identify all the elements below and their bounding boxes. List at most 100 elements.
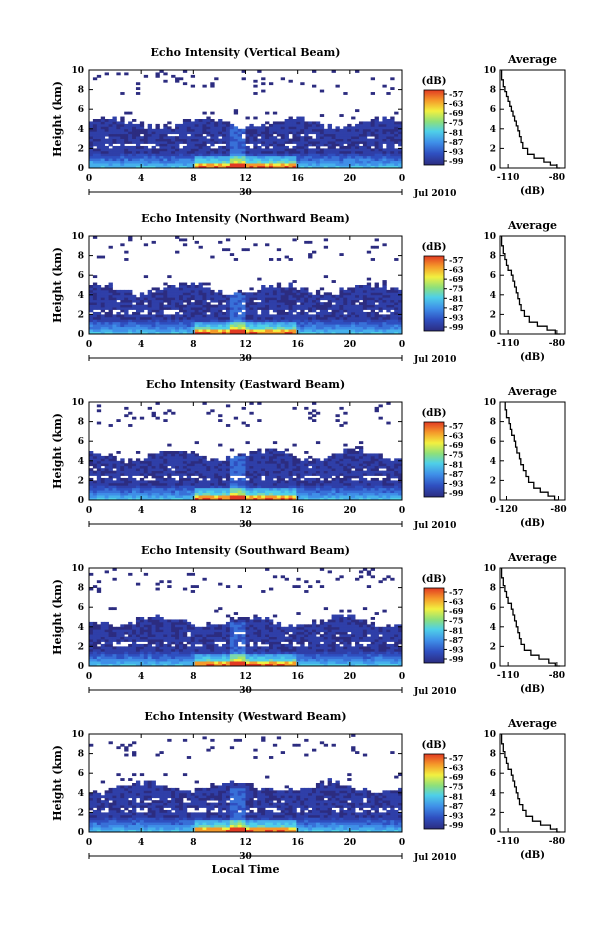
colorbar-tick-label: -57 <box>449 587 463 597</box>
x-tick-label: 16 <box>291 174 304 184</box>
average-y-tick-label: 6 <box>490 105 496 115</box>
heatmap-field <box>89 734 403 833</box>
x-tick-label: 4 <box>138 506 144 516</box>
y-tick-label: 6 <box>78 271 84 281</box>
panel-0: Echo Intensity (Vertical Beam) 0 2 4 6 8 10 Hei… <box>51 46 566 199</box>
average-y-tick-label: 4 <box>490 623 496 633</box>
y-tick-label: 10 <box>71 232 84 242</box>
colorbar-tick-label: -99 <box>449 654 464 664</box>
colorbar-tick-label: -57 <box>449 89 463 99</box>
y-tick-label: 2 <box>78 642 84 652</box>
average-y-tick-label: 10 <box>483 398 496 408</box>
x-tick-label: 0 <box>86 506 92 516</box>
average-frame <box>499 69 566 169</box>
x-tick-label: 8 <box>190 838 196 848</box>
x-tick-label: 0 <box>86 174 92 184</box>
y-axis-label: Height (km) <box>51 579 64 655</box>
colorbar-tick-label: -63 <box>449 763 464 773</box>
average-profile-line <box>504 402 559 501</box>
average-y-tick-label: 2 <box>490 144 496 154</box>
y-tick-label: 2 <box>78 808 84 818</box>
y-tick-label: 10 <box>71 564 84 574</box>
average-profile-line <box>500 70 561 169</box>
colorbar-tick-label: -81 <box>449 791 463 801</box>
x-tick-label: 12 <box>239 672 252 682</box>
colorbar-tick-label: -75 <box>449 450 463 460</box>
x-tick-label: 0 <box>86 838 92 848</box>
x-tick-label: 8 <box>190 174 196 184</box>
colorbar-unit: (dB) <box>422 408 447 419</box>
y-axis-label: Height (km) <box>51 81 64 157</box>
colorbar-tick-label: -99 <box>449 820 464 830</box>
colorbar <box>423 753 445 830</box>
x-tick-label: 20 <box>344 672 357 682</box>
x-tick-label: 20 <box>344 174 357 184</box>
y-tick-label: 0 <box>78 662 84 672</box>
date-month-label: Jul 2010 <box>413 355 456 365</box>
colorbar-tick-label: -75 <box>449 118 463 128</box>
panel-title: Echo Intensity (Westward Beam) <box>144 710 346 723</box>
x-tick-label: 20 <box>344 506 357 516</box>
panel-title: Echo Intensity (Vertical Beam) <box>150 46 340 59</box>
colorbar-tick-label: -81 <box>449 459 463 469</box>
x-tick-label: 0 <box>399 340 405 350</box>
x-tick-label: 4 <box>138 838 144 848</box>
date-day-label: 30 <box>239 188 252 198</box>
average-x-label: (dB) <box>520 850 545 861</box>
x-tick-label: 8 <box>190 340 196 350</box>
y-tick-label: 6 <box>78 603 84 613</box>
x-tick-label: 0 <box>86 340 92 350</box>
average-x-label: (dB) <box>520 684 545 695</box>
average-title: Average <box>507 717 557 730</box>
average-frame <box>499 401 566 501</box>
panel-3: Echo Intensity (Southward Beam) 0 2 4 6 8 10 He… <box>51 544 566 697</box>
x-tick-label: 8 <box>190 672 196 682</box>
average-x-label: (dB) <box>520 518 545 529</box>
y-tick-label: 8 <box>78 750 84 760</box>
average-y-tick-label: 8 <box>490 750 496 760</box>
y-tick-label: 8 <box>78 584 84 594</box>
average-x-tick-label: -80 <box>549 671 565 681</box>
y-tick-label: 2 <box>78 310 84 320</box>
heatmap-field <box>89 70 403 169</box>
colorbar <box>423 421 445 498</box>
y-tick-label: 8 <box>78 418 84 428</box>
x-tick-label: 16 <box>291 506 304 516</box>
x-tick-label: 4 <box>138 672 144 682</box>
colorbar-tick-label: -81 <box>449 293 463 303</box>
date-day-label: 30 <box>239 852 252 862</box>
colorbar-tick-label: -57 <box>449 753 463 763</box>
average-y-tick-label: 6 <box>490 271 496 281</box>
average-x-tick-label: -110 <box>497 671 520 681</box>
average-y-tick-label: 4 <box>490 291 496 301</box>
average-frame <box>499 567 566 667</box>
date-month-label: Jul 2010 <box>413 687 456 697</box>
y-tick-label: 4 <box>78 125 84 135</box>
average-y-tick-label: 6 <box>490 437 496 447</box>
x-tick-label: 0 <box>399 174 405 184</box>
average-y-tick-label: 10 <box>483 66 496 76</box>
heatmap-field <box>89 402 403 501</box>
x-tick-label: 16 <box>291 838 304 848</box>
average-y-tick-label: 10 <box>483 232 496 242</box>
colorbar-tick-label: -69 <box>449 606 464 616</box>
panel-4: Echo Intensity (Westward Beam) 0 2 4 6 8 10 Hei… <box>51 710 566 876</box>
y-tick-label: 0 <box>78 330 84 340</box>
average-y-tick-label: 4 <box>490 789 496 799</box>
x-tick-label: 4 <box>138 174 144 184</box>
colorbar-tick-label: -81 <box>449 127 463 137</box>
colorbar-unit: (dB) <box>422 740 447 751</box>
average-y-tick-label: 2 <box>490 808 496 818</box>
average-profile-line <box>500 236 561 335</box>
colorbar-tick-label: -87 <box>449 303 463 313</box>
y-tick-label: 4 <box>78 623 84 633</box>
average-y-tick-label: 8 <box>490 252 496 262</box>
average-y-tick-label: 6 <box>490 603 496 613</box>
panel-title: Echo Intensity (Eastward Beam) <box>146 378 345 391</box>
y-tick-label: 0 <box>78 164 84 174</box>
average-x-tick-label: -110 <box>497 173 520 183</box>
y-tick-label: 4 <box>78 457 84 467</box>
average-x-tick-label: -80 <box>549 173 565 183</box>
average-x-tick-label: -80 <box>549 837 565 847</box>
y-tick-label: 6 <box>78 105 84 115</box>
